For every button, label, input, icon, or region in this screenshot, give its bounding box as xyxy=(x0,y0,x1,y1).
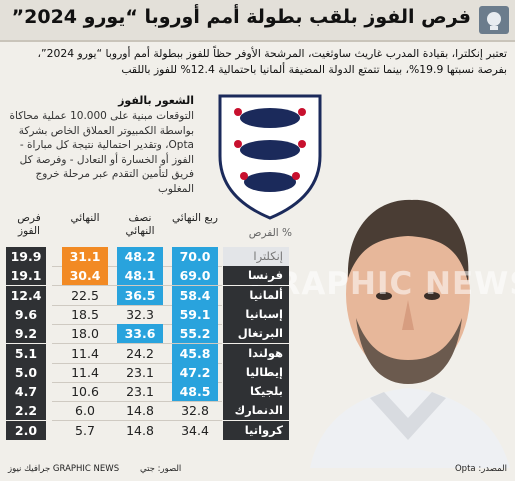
table-row: 2.2 6.0 14.8 32.8 الدنمارك xyxy=(0,401,515,421)
team-name: كرواتيا xyxy=(223,420,289,440)
watermark: GRAPHIC NEWS xyxy=(250,266,515,302)
row-divider xyxy=(52,304,222,306)
cell-sf: 48.2 xyxy=(117,247,163,266)
cell-final: 10.6 xyxy=(71,384,99,400)
table-row: 2.0 5.7 14.8 34.4 كرواتيا xyxy=(0,420,515,440)
header-final: النهائي xyxy=(70,212,100,224)
footer: المصدر: Opta الصور: جتي جرافيك نيوز GRAP… xyxy=(0,462,515,481)
cell-qf: 59.1 xyxy=(172,304,218,324)
team-name: الدنمارك xyxy=(223,401,289,421)
side-text: التوقعات مبنية على 10.000 عملية محاكاة ب… xyxy=(9,110,195,195)
table-row: 19.1 30.4 48.1 69.0 فرنسا xyxy=(0,266,515,286)
cell-sf: 36.5 xyxy=(117,285,163,305)
cell-qf: 47.2 xyxy=(172,362,218,382)
cell-win: 19.1 xyxy=(6,266,46,286)
page-title: فرص الفوز بلقب بطولة أمم أوروبا “يورو 20… xyxy=(11,6,471,28)
cell-final: 31.1 xyxy=(62,247,108,266)
cell-qf: 45.8 xyxy=(172,343,218,363)
table-row: 9.2 18.0 33.6 55.2 البرتغال xyxy=(0,324,515,344)
cell-win: 5.0 xyxy=(6,362,46,382)
cell-final: 6.0 xyxy=(75,403,95,419)
cell-sf: 23.1 xyxy=(126,364,154,380)
footer-source: المصدر: Opta xyxy=(454,464,507,474)
team-name: بلجيكا xyxy=(223,382,289,402)
cell-final: 11.4 xyxy=(71,345,99,361)
cell-win: 2.2 xyxy=(6,401,46,421)
cell-qf: 55.2 xyxy=(172,324,218,344)
cell-qf: 48.5 xyxy=(172,382,218,402)
cell-sf: 32.3 xyxy=(126,306,154,322)
cell-win: 12.4 xyxy=(6,285,46,305)
cell-sf: 14.8 xyxy=(126,422,154,438)
cell-sf: 33.6 xyxy=(117,324,163,344)
cell-sf: 48.1 xyxy=(117,266,163,286)
table-row: 5.0 11.4 23.1 47.2 إيطاليا xyxy=(0,362,515,382)
row-divider xyxy=(52,343,222,345)
cell-final: 11.4 xyxy=(71,364,99,380)
header-pct: % الفرص xyxy=(248,227,292,239)
cell-final: 22.5 xyxy=(71,287,99,303)
team-name: إسبانيا xyxy=(223,304,289,324)
row-divider xyxy=(52,362,222,364)
team-name: فرنسا xyxy=(223,266,289,286)
team-name: هولندا xyxy=(223,343,289,363)
side-title: الشعور بالفوز xyxy=(118,94,194,107)
england-crest-icon xyxy=(218,94,322,220)
coach-photo xyxy=(310,199,510,468)
footer-brand: جرافيك نيوز GRAPHIC NEWS xyxy=(8,464,120,474)
row-divider xyxy=(52,420,222,422)
team-name: البرتغال xyxy=(223,324,289,344)
cell-final: 18.5 xyxy=(71,306,99,322)
cell-qf: 69.0 xyxy=(172,266,218,286)
row-divider xyxy=(52,381,222,383)
cell-win: 5.1 xyxy=(6,343,46,363)
cell-win: 9.2 xyxy=(6,324,46,344)
cell-win: 4.7 xyxy=(6,382,46,402)
team-name: إيطاليا xyxy=(223,362,289,382)
table-row: 12.4 22.5 36.5 58.4 ألمانيا xyxy=(0,285,515,305)
cell-win: 9.6 xyxy=(6,304,46,324)
cell-final: 30.4 xyxy=(62,266,108,286)
cell-final: 5.7 xyxy=(75,422,95,438)
cell-sf: 23.1 xyxy=(126,384,154,400)
footer-photo-credit: الصور: جتي xyxy=(140,464,182,474)
cell-win: 19.9 xyxy=(6,247,46,266)
cell-sf: 24.2 xyxy=(126,345,154,361)
title-bar: فرص الفوز بلقب بطولة أمم أوروبا “يورو 20… xyxy=(0,0,515,42)
team-name: إنكلترا xyxy=(223,247,289,266)
cell-qf: 70.0 xyxy=(172,247,218,266)
cell-qf: 32.8 xyxy=(181,403,209,419)
cell-qf: 34.4 xyxy=(181,422,209,438)
table-row: 19.9 31.1 48.2 70.0 إنكلترا xyxy=(0,247,515,266)
cell-win: 2.0 xyxy=(6,420,46,440)
football-trophy-icon xyxy=(479,6,509,34)
header-qf: ربع النهائي xyxy=(172,212,218,224)
cell-qf: 58.4 xyxy=(172,285,218,305)
table-row: 4.7 10.6 23.1 48.5 بلجيكا xyxy=(0,382,515,402)
team-name: ألمانيا xyxy=(223,285,289,305)
table-row: 5.1 11.4 24.2 45.8 هولندا xyxy=(0,343,515,363)
cell-final: 18.0 xyxy=(71,326,99,342)
table-row: 9.6 18.5 32.3 59.1 إسبانيا xyxy=(0,304,515,324)
row-divider xyxy=(52,401,222,403)
cell-sf: 14.8 xyxy=(126,403,154,419)
header-sf: نصف النهائي xyxy=(125,212,155,237)
header-win: فرص الفوز xyxy=(17,212,41,237)
intro-text: تعتبر إنكلترا، بقيادة المدرب غاريث ساوثغ… xyxy=(37,47,507,76)
